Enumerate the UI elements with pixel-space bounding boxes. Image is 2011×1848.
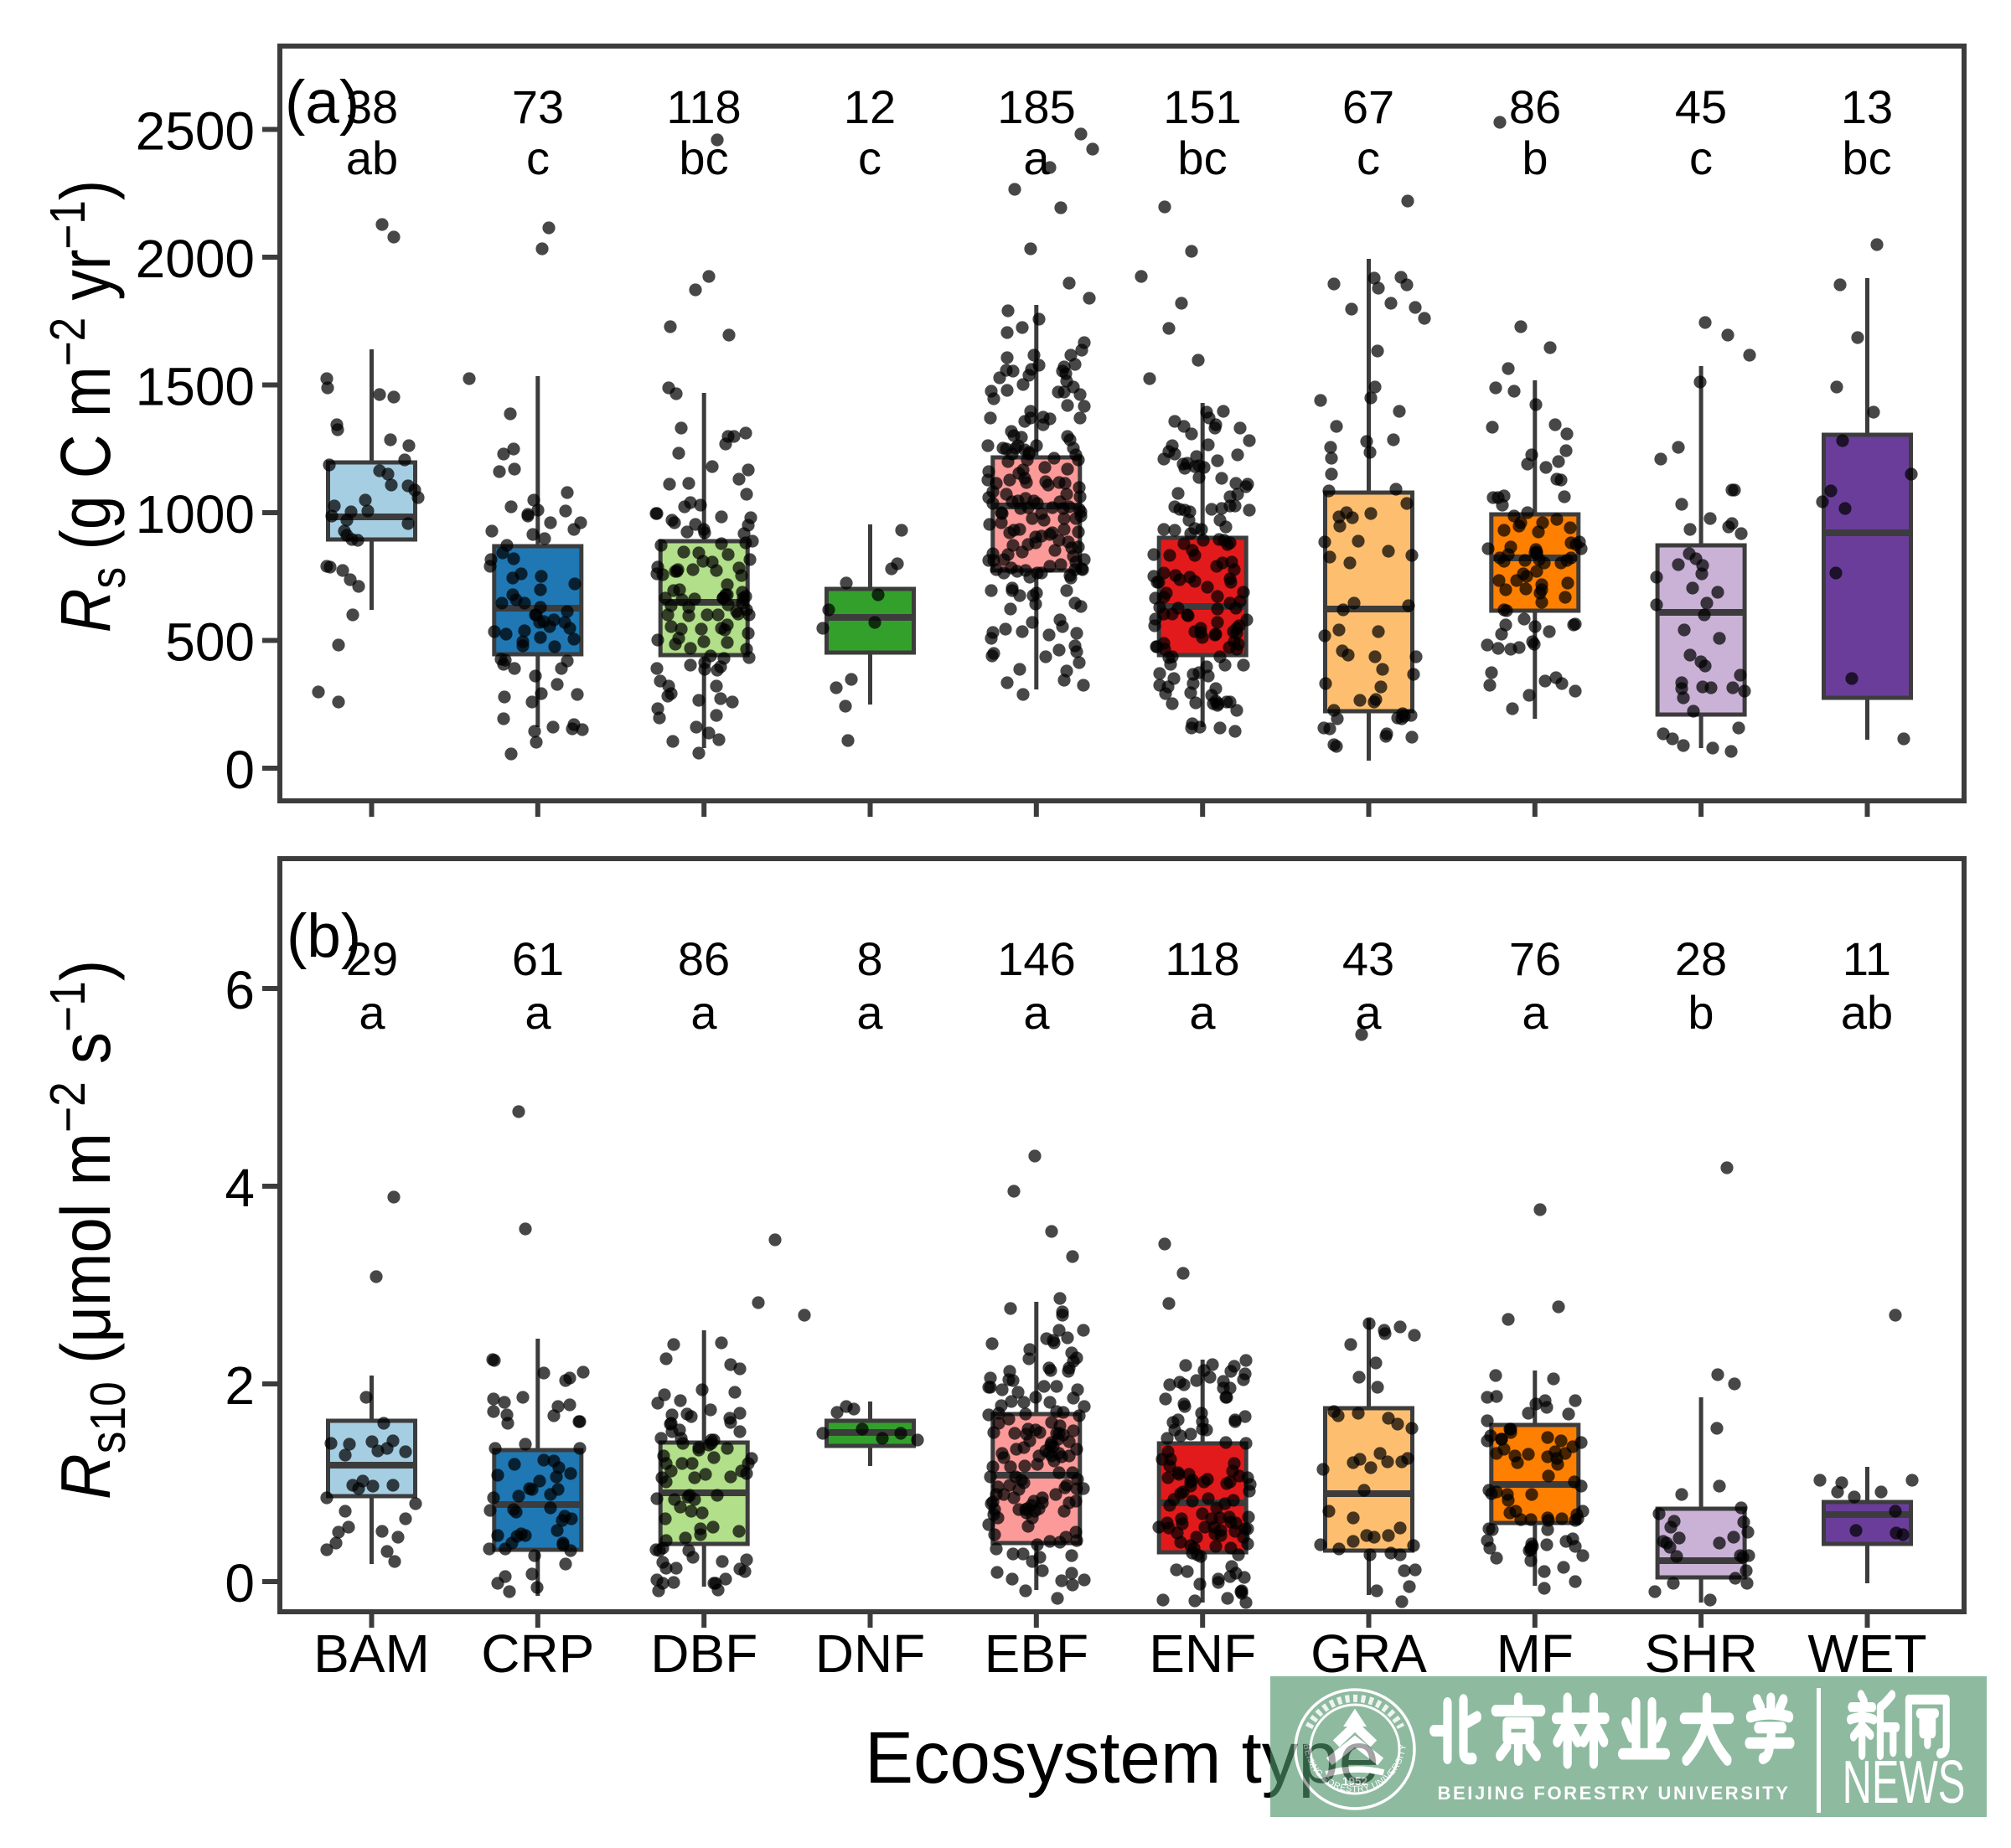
svg-text:0: 0 bbox=[225, 1553, 255, 1613]
svg-text:bc: bc bbox=[679, 132, 728, 184]
svg-text:NEWS: NEWS bbox=[1843, 1749, 1966, 1817]
svg-text:28: 28 bbox=[1675, 932, 1727, 985]
svg-text:11: 11 bbox=[1843, 932, 1891, 985]
svg-text:1000: 1000 bbox=[136, 484, 255, 545]
svg-text:b: b bbox=[1522, 132, 1548, 184]
svg-text:61: 61 bbox=[512, 932, 564, 985]
svg-text:a: a bbox=[856, 986, 883, 1039]
svg-text:a: a bbox=[1355, 986, 1382, 1039]
svg-text:c: c bbox=[526, 132, 550, 184]
svg-text:86: 86 bbox=[678, 932, 730, 985]
svg-text:SHR: SHR bbox=[1645, 1623, 1758, 1684]
svg-text:b: b bbox=[1688, 986, 1714, 1039]
svg-text:73: 73 bbox=[512, 80, 564, 133]
svg-text:151: 151 bbox=[1163, 80, 1241, 133]
svg-text:a: a bbox=[1023, 132, 1050, 184]
svg-text:a: a bbox=[1522, 986, 1548, 1039]
svg-text:29: 29 bbox=[346, 932, 398, 985]
svg-text:2: 2 bbox=[225, 1355, 255, 1416]
svg-text:12: 12 bbox=[844, 80, 896, 133]
svg-text:Rs10 (μmol m−2 s−1): Rs10 (μmol m−2 s−1) bbox=[40, 960, 136, 1500]
svg-text:2500: 2500 bbox=[136, 101, 255, 162]
svg-text:c: c bbox=[1689, 132, 1713, 184]
svg-text:76: 76 bbox=[1509, 932, 1561, 985]
svg-text:(a): (a) bbox=[285, 69, 359, 137]
svg-text:WET: WET bbox=[1807, 1623, 1926, 1684]
svg-text:43: 43 bbox=[1342, 932, 1394, 985]
svg-text:6: 6 bbox=[225, 960, 255, 1020]
svg-text:ab: ab bbox=[346, 132, 398, 184]
svg-text:EBF: EBF bbox=[985, 1623, 1088, 1684]
svg-text:118: 118 bbox=[666, 80, 741, 133]
svg-text:146: 146 bbox=[997, 932, 1075, 985]
svg-text:DBF: DBF bbox=[650, 1623, 757, 1684]
svg-text:MF: MF bbox=[1497, 1623, 1574, 1684]
svg-text:2000: 2000 bbox=[136, 229, 255, 289]
svg-text:BAM: BAM bbox=[313, 1623, 430, 1684]
svg-text:500: 500 bbox=[165, 612, 255, 673]
svg-text:1500: 1500 bbox=[136, 357, 255, 417]
svg-text:13: 13 bbox=[1841, 80, 1893, 133]
svg-text:Rs (g C m−2 yr−1): Rs (g C m−2 yr−1) bbox=[40, 180, 136, 632]
svg-text:BEIJING FORESTRY UNIVERSITY: BEIJING FORESTRY UNIVERSITY bbox=[1437, 1783, 1790, 1804]
svg-text:(b): (b) bbox=[287, 902, 361, 970]
svg-text:185: 185 bbox=[997, 80, 1075, 133]
svg-text:ENF: ENF bbox=[1149, 1623, 1256, 1684]
svg-text:45: 45 bbox=[1675, 80, 1727, 133]
svg-text:a: a bbox=[1023, 986, 1050, 1039]
svg-text:a: a bbox=[1189, 986, 1216, 1039]
svg-text:38: 38 bbox=[346, 80, 398, 133]
svg-text:a: a bbox=[359, 986, 385, 1039]
svg-text:ab: ab bbox=[1841, 986, 1893, 1039]
svg-text:4: 4 bbox=[225, 1158, 255, 1218]
svg-text:bc: bc bbox=[1842, 132, 1891, 184]
svg-text:GRA: GRA bbox=[1311, 1623, 1427, 1684]
svg-text:0: 0 bbox=[225, 740, 255, 800]
svg-text:a: a bbox=[525, 986, 551, 1039]
svg-text:a: a bbox=[690, 986, 717, 1039]
svg-text:CRP: CRP bbox=[481, 1623, 594, 1684]
svg-text:c: c bbox=[858, 132, 881, 184]
svg-text:1952: 1952 bbox=[1342, 1775, 1367, 1788]
svg-text:67: 67 bbox=[1342, 80, 1394, 133]
svg-text:bc: bc bbox=[1177, 132, 1227, 184]
svg-text:c: c bbox=[1357, 132, 1380, 184]
svg-text:86: 86 bbox=[1509, 80, 1561, 133]
svg-text:118: 118 bbox=[1165, 932, 1239, 985]
svg-text:8: 8 bbox=[856, 932, 882, 985]
svg-text:DNF: DNF bbox=[815, 1623, 926, 1684]
